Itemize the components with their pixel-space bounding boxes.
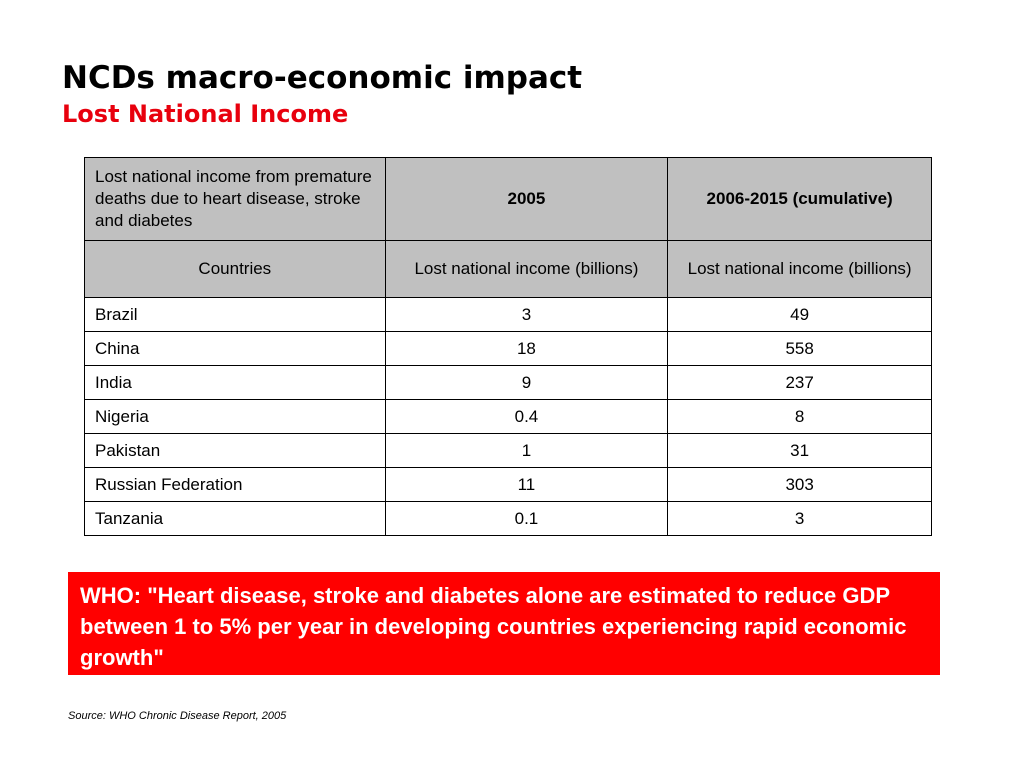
table-row: Pakistan 1 31 <box>84 433 932 468</box>
table-header-cell: Lost national income from premature deat… <box>84 157 386 241</box>
who-quote-box: WHO: "Heart disease, stroke and diabetes… <box>68 572 940 675</box>
table-row: China 18 558 <box>84 331 932 366</box>
value-2005-cell: 11 <box>384 467 669 502</box>
table-row: Russian Federation 11 303 <box>84 467 932 502</box>
value-2005-cell: 3 <box>384 297 669 332</box>
table-header-cell: 2005 <box>384 157 669 241</box>
value-cumulative-cell: 49 <box>667 297 932 332</box>
table-subheader-row: Countries Lost national income (billions… <box>84 240 932 298</box>
value-cumulative-cell: 558 <box>667 331 932 366</box>
table-header-row: Lost national income from premature deat… <box>84 157 932 241</box>
value-cumulative-cell: 237 <box>667 365 932 400</box>
country-cell: China <box>84 331 386 366</box>
table-row: India 9 237 <box>84 365 932 400</box>
country-cell: Tanzania <box>84 501 386 536</box>
slide-title: NCDs macro-economic impact <box>62 60 583 96</box>
table-subheader-cell: Lost national income (billions) <box>667 240 932 298</box>
value-2005-cell: 18 <box>384 331 669 366</box>
value-2005-cell: 0.1 <box>384 501 669 536</box>
country-cell: Brazil <box>84 297 386 332</box>
country-cell: Pakistan <box>84 433 386 468</box>
table-row: Brazil 3 49 <box>84 297 932 332</box>
value-2005-cell: 1 <box>384 433 669 468</box>
country-cell: India <box>84 365 386 400</box>
value-cumulative-cell: 8 <box>667 399 932 434</box>
value-2005-cell: 9 <box>384 365 669 400</box>
table-row: Tanzania 0.1 3 <box>84 501 932 536</box>
source-note: Source: WHO Chronic Disease Report, 2005 <box>68 710 287 722</box>
lost-income-table: Lost national income from premature deat… <box>84 157 932 536</box>
table-subheader-cell: Lost national income (billions) <box>384 240 669 298</box>
value-cumulative-cell: 31 <box>667 433 932 468</box>
slide-subtitle: Lost National Income <box>62 100 349 128</box>
table-header-cell: 2006-2015 (cumulative) <box>667 157 932 241</box>
table-row: Nigeria 0.4 8 <box>84 399 932 434</box>
value-2005-cell: 0.4 <box>384 399 669 434</box>
value-cumulative-cell: 3 <box>667 501 932 536</box>
value-cumulative-cell: 303 <box>667 467 932 502</box>
country-cell: Russian Federation <box>84 467 386 502</box>
table-subheader-cell: Countries <box>84 240 386 298</box>
country-cell: Nigeria <box>84 399 386 434</box>
